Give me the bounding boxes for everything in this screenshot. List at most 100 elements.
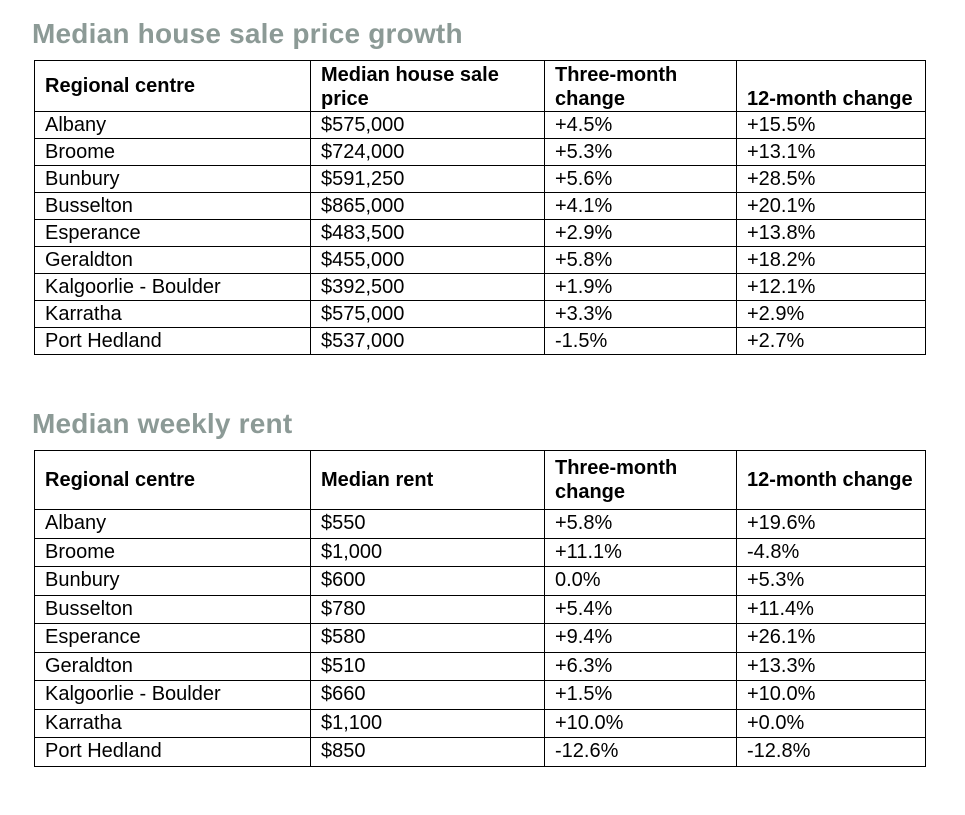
cell-12-month-change: +28.5%	[736, 165, 926, 193]
cell-three-month-change: +11.1%	[544, 537, 737, 567]
cell-regional-centre: Karratha	[34, 300, 311, 328]
cell-three-month-change: +3.3%	[544, 300, 737, 328]
cell-12-month-change: +0.0%	[736, 708, 926, 738]
cell-value: $780	[310, 594, 545, 624]
cell-regional-centre: Broome	[34, 138, 311, 166]
column-header-three-month-change: Three-month change	[544, 450, 737, 510]
cell-three-month-change: +4.5%	[544, 111, 737, 139]
cell-12-month-change: +5.3%	[736, 566, 926, 596]
column-header-12-month-change: 12-month change	[736, 450, 926, 510]
column-header-three-month-change: Three-month change	[544, 60, 737, 112]
cell-regional-centre: Esperance	[34, 623, 311, 653]
cell-value: $537,000	[310, 327, 545, 355]
table-header-row: Regional centre Median rent Three-month …	[34, 450, 926, 510]
table-row: Karratha $1,100 +10.0% +0.0%	[34, 708, 926, 738]
sales-section-title: Median house sale price growth	[32, 18, 463, 49]
cell-three-month-change: +5.6%	[544, 165, 737, 193]
column-header-12-month-change: 12-month change	[736, 60, 926, 112]
rent-table-body: Albany $550 +5.8% +19.6% Broome $1,000 +11.1% -…	[34, 509, 926, 767]
table-row: Bunbury $591,250 +5.6% +28.5%	[34, 165, 926, 193]
cell-three-month-change: +1.9%	[544, 273, 737, 301]
cell-regional-centre: Port Hedland	[34, 737, 311, 767]
cell-value: $392,500	[310, 273, 545, 301]
cell-three-month-change: +6.3%	[544, 651, 737, 681]
table-header-row: Regional centre Median house sale price …	[34, 60, 926, 112]
cell-regional-centre: Albany	[34, 509, 311, 539]
cell-three-month-change: +5.8%	[544, 509, 737, 539]
cell-value: $660	[310, 680, 545, 710]
cell-12-month-change: -12.8%	[736, 737, 926, 767]
cell-12-month-change: +10.0%	[736, 680, 926, 710]
cell-12-month-change: +26.1%	[736, 623, 926, 653]
table-row: Broome $724,000 +5.3% +13.1%	[34, 138, 926, 166]
table-row: Albany $550 +5.8% +19.6%	[34, 509, 926, 539]
cell-regional-centre: Broome	[34, 537, 311, 567]
cell-12-month-change: +13.8%	[736, 219, 926, 247]
table-row: Bunbury $600 0.0% +5.3%	[34, 566, 926, 596]
cell-regional-centre: Bunbury	[34, 566, 311, 596]
table-row: Geraldton $510 +6.3% +13.3%	[34, 651, 926, 681]
table-row: Karratha $575,000 +3.3% +2.9%	[34, 300, 926, 328]
cell-three-month-change: +5.4%	[544, 594, 737, 624]
column-header-regional-centre: Regional centre	[34, 450, 311, 510]
cell-regional-centre: Geraldton	[34, 246, 311, 274]
cell-12-month-change: +19.6%	[736, 509, 926, 539]
cell-three-month-change: +9.4%	[544, 623, 737, 653]
cell-three-month-change: 0.0%	[544, 566, 737, 596]
cell-regional-centre: Bunbury	[34, 165, 311, 193]
cell-value: $600	[310, 566, 545, 596]
cell-three-month-change: +5.8%	[544, 246, 737, 274]
cell-three-month-change: -12.6%	[544, 737, 737, 767]
table-row: Kalgoorlie - Boulder $660 +1.5% +10.0%	[34, 680, 926, 710]
cell-three-month-change: -1.5%	[544, 327, 737, 355]
cell-three-month-change: +1.5%	[544, 680, 737, 710]
cell-12-month-change: +11.4%	[736, 594, 926, 624]
cell-12-month-change: -4.8%	[736, 537, 926, 567]
cell-regional-centre: Kalgoorlie - Boulder	[34, 680, 311, 710]
table-row: Kalgoorlie - Boulder $392,500 +1.9% +12.1%	[34, 273, 926, 301]
cell-value: $1,000	[310, 537, 545, 567]
sales-table: Regional centre Median house sale price …	[34, 60, 926, 355]
cell-value: $724,000	[310, 138, 545, 166]
cell-regional-centre: Port Hedland	[34, 327, 311, 355]
cell-three-month-change: +2.9%	[544, 219, 737, 247]
cell-regional-centre: Karratha	[34, 708, 311, 738]
table-row: Busselton $780 +5.4% +11.4%	[34, 594, 926, 624]
column-header-median-rent: Median rent	[310, 450, 545, 510]
cell-value: $550	[310, 509, 545, 539]
table-row: Port Hedland $537,000 -1.5% +2.7%	[34, 327, 926, 355]
cell-12-month-change: +2.7%	[736, 327, 926, 355]
cell-three-month-change: +4.1%	[544, 192, 737, 220]
cell-value: $455,000	[310, 246, 545, 274]
cell-regional-centre: Esperance	[34, 219, 311, 247]
cell-three-month-change: +10.0%	[544, 708, 737, 738]
table-row: Busselton $865,000 +4.1% +20.1%	[34, 192, 926, 220]
cell-value: $865,000	[310, 192, 545, 220]
cell-value: $591,250	[310, 165, 545, 193]
cell-regional-centre: Busselton	[34, 192, 311, 220]
cell-12-month-change: +13.3%	[736, 651, 926, 681]
cell-12-month-change: +12.1%	[736, 273, 926, 301]
table-row: Albany $575,000 +4.5% +15.5%	[34, 111, 926, 139]
column-header-median-sale-price: Median house sale price	[310, 60, 545, 112]
cell-12-month-change: +20.1%	[736, 192, 926, 220]
cell-12-month-change: +18.2%	[736, 246, 926, 274]
cell-value: $575,000	[310, 111, 545, 139]
cell-12-month-change: +15.5%	[736, 111, 926, 139]
table-row: Geraldton $455,000 +5.8% +18.2%	[34, 246, 926, 274]
sales-table-body: Albany $575,000 +4.5% +15.5% Broome $724,000 +…	[34, 111, 926, 355]
cell-value: $483,500	[310, 219, 545, 247]
cell-value: $510	[310, 651, 545, 681]
cell-12-month-change: +13.1%	[736, 138, 926, 166]
cell-regional-centre: Busselton	[34, 594, 311, 624]
cell-three-month-change: +5.3%	[544, 138, 737, 166]
rent-section-title: Median weekly rent	[32, 408, 293, 439]
table-row: Broome $1,000 +11.1% -4.8%	[34, 537, 926, 567]
cell-value: $850	[310, 737, 545, 767]
cell-value: $1,100	[310, 708, 545, 738]
column-header-regional-centre: Regional centre	[34, 60, 311, 112]
cell-regional-centre: Albany	[34, 111, 311, 139]
table-row: Esperance $580 +9.4% +26.1%	[34, 623, 926, 653]
cell-regional-centre: Kalgoorlie - Boulder	[34, 273, 311, 301]
cell-regional-centre: Geraldton	[34, 651, 311, 681]
